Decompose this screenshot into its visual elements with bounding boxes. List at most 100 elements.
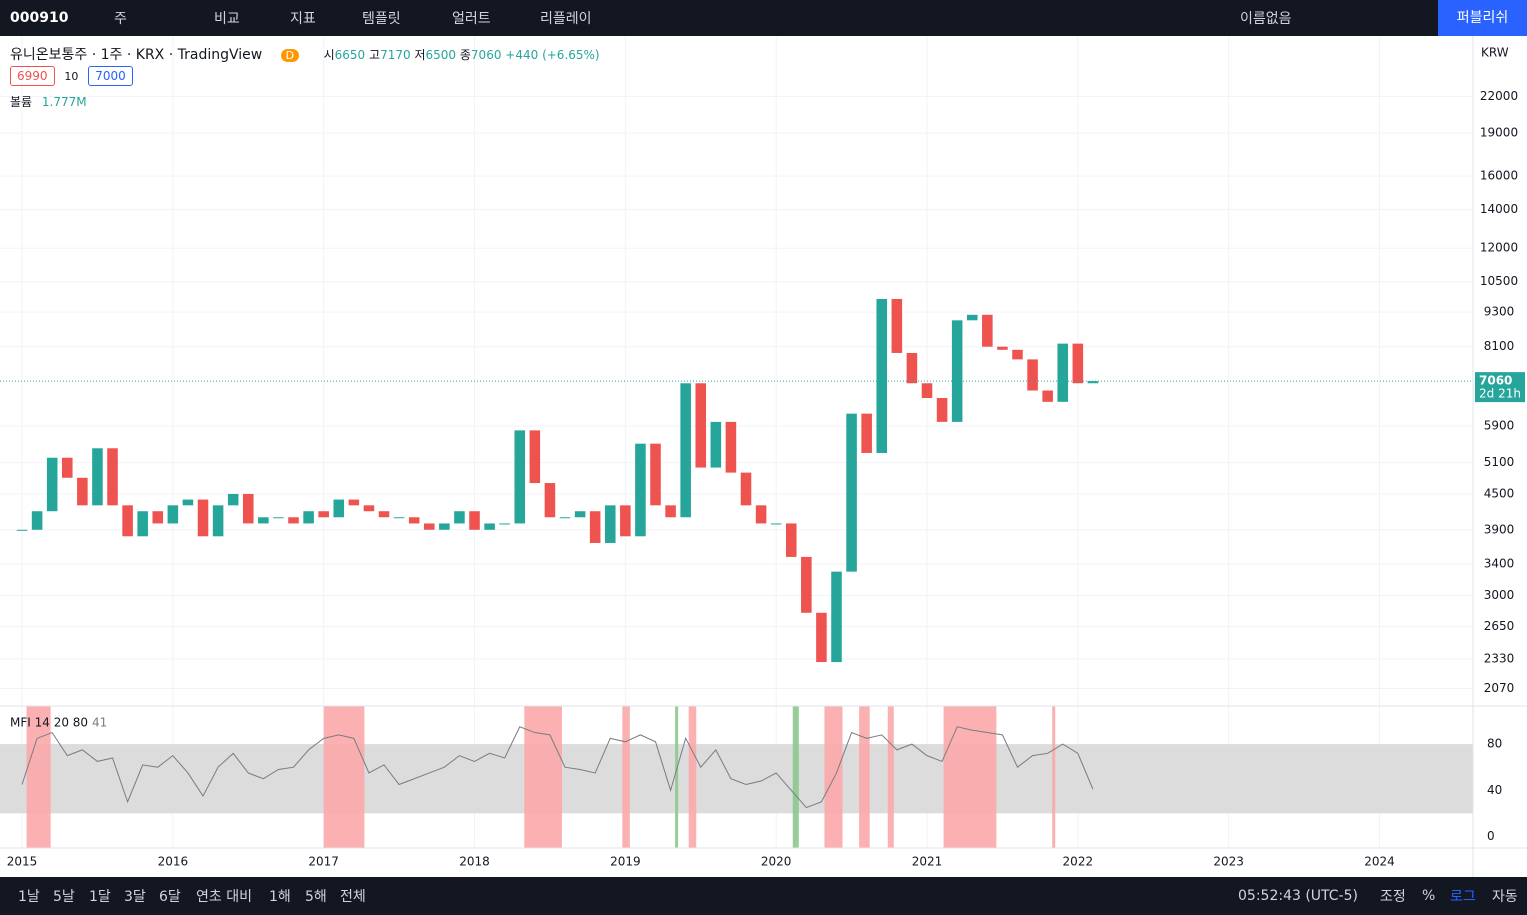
layout-name[interactable]: 이름없음 (1240, 11, 1292, 27)
candle (740, 472, 752, 506)
mfi-line (21, 726, 1094, 809)
candle (725, 421, 737, 473)
mfi-zone (688, 706, 697, 848)
range-button[interactable]: 1해 (269, 889, 291, 905)
candle (816, 612, 827, 663)
candle (997, 346, 1008, 350)
mfi-zone (792, 706, 799, 848)
mfi-zone (675, 706, 679, 848)
x-tick-label: 2018 (459, 855, 490, 869)
candle (589, 511, 601, 543)
y-tick-label: 22000 (1480, 89, 1518, 103)
range-button[interactable]: 3달 (124, 889, 146, 905)
candle (695, 383, 707, 468)
log[interactable]: 로그 (1450, 889, 1476, 905)
candle (61, 457, 73, 478)
bid[interactable]: 6990 (10, 66, 55, 86)
candle (891, 298, 903, 353)
candle (439, 523, 450, 530)
range-button[interactable]: 5해 (305, 889, 327, 905)
candle (770, 523, 782, 525)
candle (1087, 381, 1099, 384)
volume-value: 1.777M (41, 95, 87, 109)
percent[interactable]: % (1422, 888, 1436, 904)
y-tick-label: 3000 (1484, 588, 1515, 602)
range-button[interactable]: 1달 (89, 889, 111, 905)
x-tick-label: 2019 (610, 855, 641, 869)
candle (16, 529, 28, 531)
ohlc-value: 7060 (470, 48, 502, 62)
candle (182, 499, 194, 506)
range-button[interactable]: 1날 (18, 889, 40, 905)
ask[interactable]: 7000 (88, 66, 133, 86)
candle (574, 511, 586, 518)
candle (1057, 343, 1069, 402)
x-tick-label: 2015 (7, 855, 38, 869)
candle (484, 523, 495, 530)
y-tick-label: 80 (1487, 737, 1502, 751)
candle (921, 383, 933, 399)
mfi-zone (824, 706, 843, 848)
indicator-title: MFI 14 20 80 (10, 716, 88, 730)
symbol[interactable]: 000910 (10, 10, 69, 26)
currency: KRW (1481, 46, 1509, 60)
x-tick-label: 2024 (1364, 855, 1395, 869)
mfi-zone (323, 706, 365, 848)
range-button[interactable]: 5날 (53, 889, 75, 905)
candle (499, 523, 510, 525)
candle (680, 383, 691, 518)
y-tick-label: 2330 (1484, 651, 1515, 665)
ohlc-value: 6500 (425, 48, 457, 62)
range-button[interactable]: 전체 (340, 889, 366, 905)
mfi-zone (859, 706, 870, 848)
templates[interactable]: 템플릿 (362, 11, 401, 27)
candle (1072, 343, 1084, 384)
y-tick-label: 19000 (1480, 126, 1518, 140)
mfi-zone (1052, 706, 1056, 848)
y-tick-label: 3900 (1484, 522, 1515, 536)
candle (122, 505, 133, 537)
candle (137, 511, 148, 537)
y-tick-label: 5100 (1484, 455, 1515, 469)
y-tick-label: 12000 (1480, 241, 1518, 255)
candle (604, 505, 616, 543)
range-button[interactable]: 연초 대비 (196, 889, 252, 905)
candle (77, 477, 88, 506)
candle (31, 511, 43, 530)
candle (635, 443, 646, 537)
candle (393, 517, 405, 519)
candle (514, 430, 526, 524)
candle (544, 483, 556, 518)
ohlc-label: 저 (414, 48, 426, 62)
candle (107, 448, 118, 506)
compare[interactable]: 비교 (214, 11, 240, 27)
y-tick-label: 16000 (1480, 169, 1518, 183)
alert[interactable]: 얼러트 (452, 11, 491, 27)
y-tick-label: 9300 (1484, 305, 1515, 319)
y-tick-label: 2070 (1484, 681, 1515, 695)
candle (801, 556, 812, 613)
y-tick-label: 10500 (1480, 274, 1518, 288)
candle (46, 457, 58, 512)
x-tick-label: 2020 (761, 855, 792, 869)
auto[interactable]: 자동 (1492, 889, 1518, 905)
candle (1042, 390, 1053, 402)
publish-button[interactable]: 퍼블리쉬 (1438, 0, 1527, 36)
replay[interactable]: 리플레이 (540, 11, 592, 27)
adjust[interactable]: 조정 (1380, 889, 1406, 905)
candle (242, 493, 254, 524)
interval[interactable]: 주 (114, 11, 127, 27)
candle (303, 511, 314, 524)
price-tag-value: 7060 (1479, 374, 1512, 388)
candle (318, 511, 329, 518)
indicators[interactable]: 지표 (290, 11, 316, 27)
candle (559, 517, 571, 519)
x-tick-label: 2016 (158, 855, 189, 869)
indicator-value: 41 (92, 716, 107, 730)
candle (936, 398, 948, 422)
candle (152, 511, 164, 524)
range-button[interactable]: 6달 (159, 889, 181, 905)
x-tick-label: 2021 (912, 855, 943, 869)
candle (665, 505, 676, 518)
